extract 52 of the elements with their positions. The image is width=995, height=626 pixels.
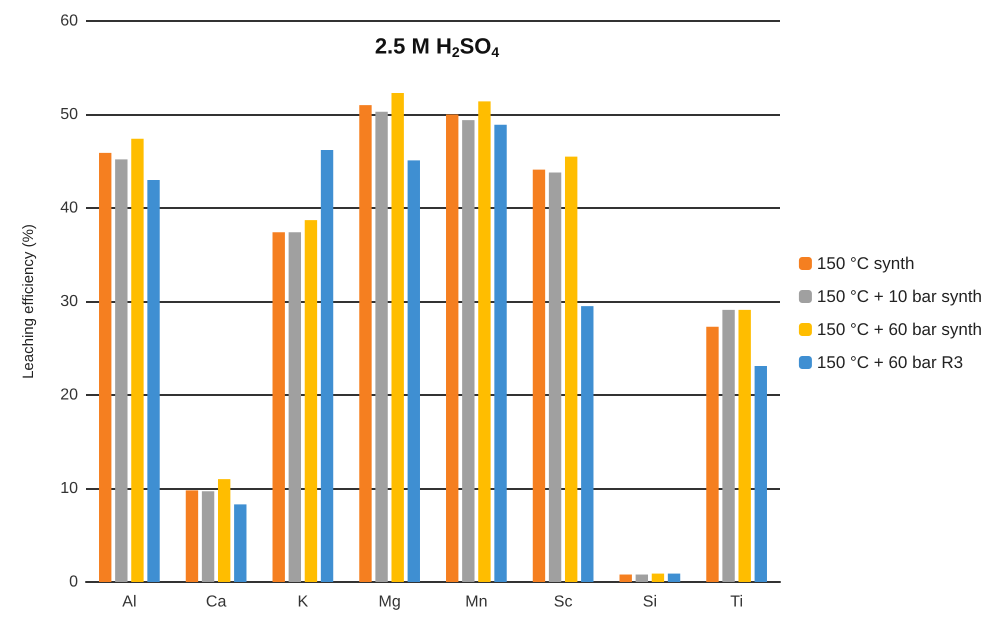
bar <box>147 180 160 582</box>
bar <box>548 172 562 582</box>
bar <box>186 490 198 582</box>
bar <box>202 491 214 582</box>
x-tick-label: Al <box>122 594 136 610</box>
x-tick-label: Ti <box>730 594 743 610</box>
y-tick-label: 50 <box>60 106 78 123</box>
bar <box>620 574 632 582</box>
bar <box>581 306 594 582</box>
bar <box>391 92 404 582</box>
bar <box>462 120 475 582</box>
bar <box>99 152 112 582</box>
y-tick-label: 40 <box>60 200 78 216</box>
bar <box>722 310 735 582</box>
bar <box>320 150 334 582</box>
bar <box>706 326 719 582</box>
bar <box>408 160 420 582</box>
y-tick-label: 60 <box>60 12 78 30</box>
bar <box>115 159 128 582</box>
bar <box>272 232 285 582</box>
bar <box>652 574 664 582</box>
y-tick-label: 30 <box>60 293 78 310</box>
bar <box>494 124 507 582</box>
legend-label: 150 °C + 60 bar synth <box>816 320 982 339</box>
x-tick-label: Sc <box>554 594 572 610</box>
bar <box>738 310 751 582</box>
x-tick-label: Mg <box>378 594 401 610</box>
bar <box>375 112 388 582</box>
bar <box>304 220 318 582</box>
y-tick-label: 20 <box>60 386 78 404</box>
bar <box>131 138 144 582</box>
bar <box>478 101 491 582</box>
bar <box>532 170 546 582</box>
legend-label: 150 °C + 10 bar synth <box>816 287 982 306</box>
x-tick-label: Mn <box>465 594 488 610</box>
bar <box>288 232 302 582</box>
bar <box>446 114 458 582</box>
y-tick-label: 10 <box>60 480 78 497</box>
bar <box>636 574 648 582</box>
bar <box>564 156 578 582</box>
y-tick-label: 0 <box>69 574 78 590</box>
bar <box>359 105 372 582</box>
legend-label: 150 °C + 60 bar R3 <box>816 353 964 372</box>
bar <box>234 504 246 582</box>
y-axis-title: Leaching efficiency (%) <box>20 224 37 379</box>
x-tick-label: K <box>298 594 309 610</box>
bar <box>754 366 767 582</box>
bar <box>668 574 680 582</box>
x-tick-label: Ca <box>206 594 226 610</box>
legend-label: 150 °C synth <box>816 254 914 273</box>
bar <box>218 479 230 582</box>
x-tick-label: Si <box>642 594 657 610</box>
